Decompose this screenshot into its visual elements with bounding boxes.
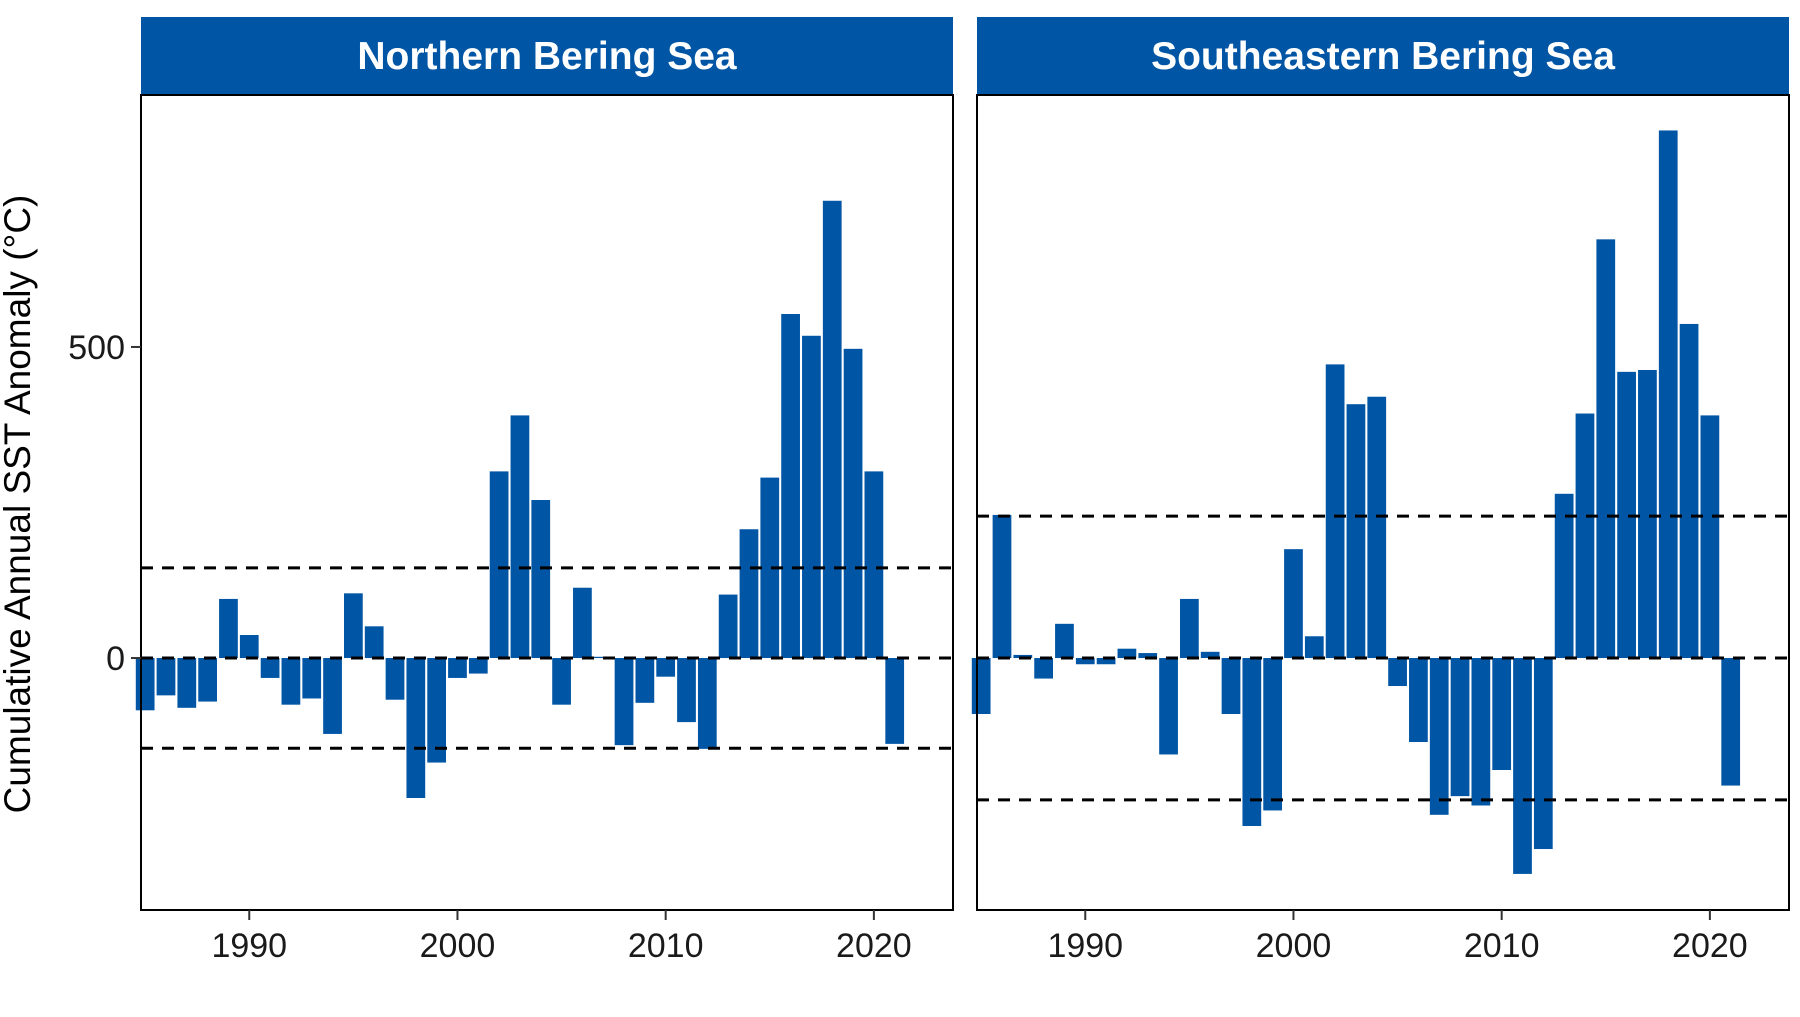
x-tick-label: 2000 bbox=[420, 927, 496, 965]
bar-2012 bbox=[1533, 658, 1553, 850]
bar-1986 bbox=[156, 658, 176, 696]
bar-2009 bbox=[1471, 658, 1491, 806]
bar-2004 bbox=[1367, 396, 1387, 659]
bar-2021 bbox=[885, 658, 905, 744]
panel-border bbox=[976, 94, 1790, 911]
bar-1992 bbox=[1117, 648, 1137, 659]
x-tick-label: 1990 bbox=[211, 927, 287, 965]
facet-strip bbox=[141, 17, 953, 95]
bar-2001 bbox=[1304, 636, 1324, 659]
bar-1993 bbox=[302, 658, 322, 699]
bar-1990 bbox=[239, 635, 259, 659]
bar-1993 bbox=[1138, 653, 1158, 659]
bar-1999 bbox=[1263, 658, 1283, 811]
bar-2000 bbox=[448, 658, 467, 678]
bar-2006 bbox=[1409, 658, 1428, 743]
bar-1992 bbox=[281, 658, 301, 705]
x-tick-label: 2020 bbox=[836, 927, 912, 965]
bar-2015 bbox=[1596, 239, 1616, 659]
x-tick-label: 2020 bbox=[1672, 927, 1748, 965]
bar-2002 bbox=[489, 471, 509, 659]
bar-2020 bbox=[1700, 415, 1720, 659]
bar-2012 bbox=[697, 658, 717, 749]
bar-2008 bbox=[614, 658, 634, 746]
bar-1994 bbox=[1159, 658, 1178, 755]
facet-title: Northern Bering Sea bbox=[357, 35, 737, 78]
bar-1988 bbox=[1034, 658, 1053, 679]
bar-2015 bbox=[760, 477, 780, 659]
bar-1996 bbox=[1200, 651, 1220, 659]
bar-1987 bbox=[1013, 654, 1033, 659]
bar-1996 bbox=[364, 626, 384, 659]
bar-2014 bbox=[739, 529, 759, 659]
facet-strip bbox=[977, 17, 1789, 95]
x-tick-label: 2010 bbox=[628, 927, 704, 965]
bar-1990 bbox=[1075, 658, 1095, 665]
x-tick-label: 2010 bbox=[1464, 927, 1540, 965]
bar-1997 bbox=[385, 658, 405, 700]
bar-2017 bbox=[802, 335, 821, 659]
panel-2: Southeastern Bering Sea 1990 2000 2010 2020 bbox=[971, 17, 1790, 965]
bar-1999 bbox=[427, 658, 447, 763]
bar-2008 bbox=[1450, 658, 1470, 797]
bar-1985 bbox=[971, 658, 991, 715]
bar-2000 bbox=[1284, 549, 1303, 659]
x-tick-label: 2000 bbox=[1256, 927, 1332, 965]
bar-2003 bbox=[1346, 404, 1366, 659]
bar-2006 bbox=[573, 587, 592, 659]
bar-1989 bbox=[219, 598, 238, 659]
bar-2005 bbox=[1388, 658, 1407, 687]
bar-2007 bbox=[1429, 658, 1449, 815]
bar-1988 bbox=[198, 658, 217, 702]
bar-2020 bbox=[864, 471, 884, 659]
bar-2003 bbox=[510, 415, 530, 659]
panels: Northern Bering Sea 1990 2000 2010 2020 0 500 S… bbox=[68, 17, 1790, 965]
bar-1991 bbox=[1096, 658, 1116, 665]
bar-2001 bbox=[468, 658, 488, 674]
y-tick-label: 0 bbox=[106, 640, 125, 678]
bar-2013 bbox=[1554, 493, 1574, 659]
facet-title: Southeastern Bering Sea bbox=[1151, 35, 1615, 78]
bar-1985 bbox=[135, 658, 155, 711]
panel-border bbox=[140, 94, 954, 911]
bar-1998 bbox=[406, 658, 426, 799]
bar-2016 bbox=[1617, 371, 1636, 659]
bar-2011 bbox=[677, 658, 696, 723]
bar-1986 bbox=[992, 514, 1012, 659]
bar-2002 bbox=[1325, 364, 1345, 659]
y-axis-title: Cumulative Annual SST Anomaly (°C) bbox=[0, 195, 38, 814]
bar-1991 bbox=[260, 658, 280, 678]
bar-2018 bbox=[822, 200, 842, 659]
bar-2010 bbox=[656, 658, 676, 677]
panel-1: Northern Bering Sea 1990 2000 2010 2020 0 500 bbox=[68, 17, 954, 965]
bar-1994 bbox=[323, 658, 342, 734]
bar-2009 bbox=[635, 658, 655, 703]
bar-2010 bbox=[1492, 658, 1512, 771]
bar-2004 bbox=[531, 500, 551, 659]
bar-2021 bbox=[1721, 658, 1741, 786]
bar-2017 bbox=[1638, 369, 1657, 659]
bar-2018 bbox=[1658, 130, 1678, 659]
bar-2016 bbox=[781, 313, 800, 659]
bar-1989 bbox=[1055, 623, 1074, 659]
x-tick-label: 1990 bbox=[1047, 927, 1123, 965]
bar-1995 bbox=[1180, 598, 1199, 659]
bar-1997 bbox=[1221, 658, 1241, 715]
bar-1987 bbox=[177, 658, 197, 708]
y-tick-label: 500 bbox=[68, 329, 125, 367]
bar-2005 bbox=[552, 658, 571, 705]
bar-2013 bbox=[718, 594, 738, 659]
bar-2019 bbox=[1679, 323, 1699, 659]
bar-2019 bbox=[843, 348, 863, 659]
bar-1998 bbox=[1242, 658, 1262, 827]
bar-1995 bbox=[344, 593, 363, 659]
bar-2011 bbox=[1513, 658, 1532, 874]
bar-2014 bbox=[1575, 413, 1595, 659]
